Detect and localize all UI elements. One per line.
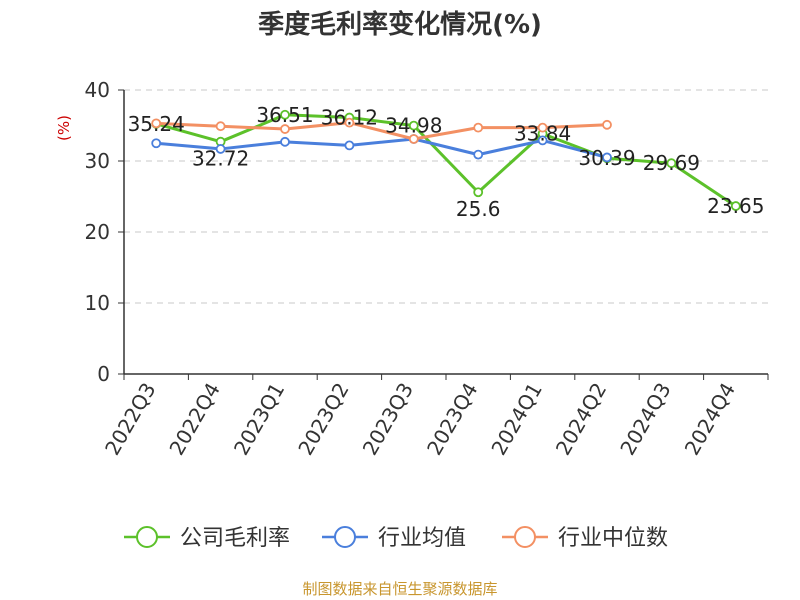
data-label: 36.51 [256, 103, 313, 127]
legend-marker [136, 526, 158, 548]
series-line [156, 121, 608, 141]
x-tick-label: 2024Q4 [680, 379, 740, 460]
legend-label: 行业中位数 [558, 526, 668, 551]
data-point [537, 122, 548, 133]
legend-label: 行业均值 [378, 526, 466, 551]
data-point [666, 158, 677, 169]
legend-marker [514, 526, 536, 548]
data-point [408, 120, 419, 131]
data-label: 29.69 [643, 151, 700, 175]
y-tick-label: 20 [85, 220, 110, 244]
x-tick-label: 2023Q4 [422, 379, 482, 460]
x-tick-label: 2023Q3 [358, 379, 418, 460]
y-tick-label: 10 [85, 291, 110, 315]
chart-title: 季度毛利率变化情况(%) [258, 10, 542, 40]
data-point [473, 187, 484, 198]
data-label: 32.72 [192, 147, 249, 171]
data-point [602, 152, 612, 163]
legend: 公司毛利率 行业均值 行业中位数 [124, 526, 668, 551]
y-tick-label: 0 [97, 362, 110, 386]
data-point [215, 121, 226, 132]
data-labels: 35.24 32.72 36.51 36.12 34.98 25.6 33.84 30.39 2… [128, 103, 765, 221]
data-label: 25.6 [456, 197, 501, 221]
x-tick-label: 2023Q1 [229, 379, 289, 460]
x-tick-label: 2023Q2 [293, 379, 353, 460]
data-label: 30.39 [578, 146, 635, 170]
legend-label: 公司毛利率 [180, 526, 290, 551]
data-label: 33.84 [514, 122, 571, 146]
x-tick-label: 2022Q3 [100, 379, 160, 460]
data-point [730, 201, 741, 211]
data-label: 36.12 [321, 106, 378, 130]
data-point [151, 138, 162, 149]
y-tick-label: 40 [85, 78, 110, 102]
y-tick-label: 30 [85, 149, 110, 173]
data-point [344, 117, 355, 128]
series-lines [151, 109, 741, 211]
data-point [344, 140, 355, 151]
data-point [280, 136, 290, 147]
x-tick-label: 2024Q1 [486, 379, 546, 460]
data-label: 34.98 [385, 114, 442, 138]
x-tick-label: 2022Q4 [164, 379, 224, 460]
data-point [473, 122, 484, 133]
x-tick-label: 2024Q3 [615, 379, 675, 460]
series-line [156, 137, 608, 159]
data-point [473, 149, 484, 160]
data-point [602, 119, 612, 130]
data-point [215, 144, 226, 154]
x-tick-label: 2024Q2 [551, 379, 611, 460]
data-label: 35.24 [128, 112, 185, 136]
data-point [537, 135, 548, 146]
data-point [151, 118, 162, 129]
source-note: 制图数据来自恒生聚源数据库 [302, 580, 498, 598]
data-label: 23.65 [707, 194, 764, 218]
data-point [408, 134, 419, 144]
y-axis-label: (%) [55, 115, 73, 141]
data-point [280, 124, 290, 134]
data-point [280, 109, 290, 120]
legend-marker [334, 526, 356, 548]
